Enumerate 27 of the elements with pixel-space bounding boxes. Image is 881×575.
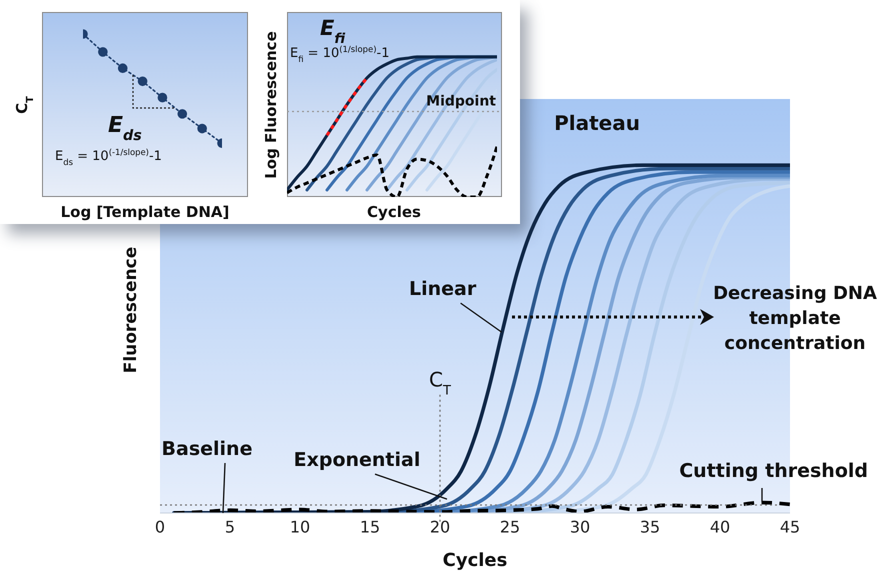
x-tick-label: 40 bbox=[710, 517, 730, 536]
x-tick-label: 10 bbox=[290, 517, 310, 536]
annotation: Baseline bbox=[162, 438, 252, 460]
x-tick-label: 30 bbox=[570, 517, 590, 536]
x-tick-label: 35 bbox=[640, 517, 660, 536]
x-tick-label: 25 bbox=[500, 517, 520, 536]
annotation: Exponential bbox=[294, 449, 420, 472]
x-tick-label: 15 bbox=[360, 517, 380, 536]
y-axis-title: Log Fluorescence bbox=[262, 31, 280, 179]
text: Plateau bbox=[554, 111, 640, 135]
y-axis-title: Fluorescence bbox=[121, 246, 141, 374]
annotation: E$_{fi}$ = 10$^{(1/slope)}$-1 bbox=[290, 44, 390, 64]
x-axis-title: Cycles bbox=[367, 203, 422, 221]
annotation: Decreasing DNA template concentration bbox=[712, 282, 878, 356]
ref-line-label: Cutting threshold bbox=[679, 460, 868, 482]
x-tick-label: 5 bbox=[224, 517, 236, 536]
text: E$_{fi}$ bbox=[320, 16, 346, 47]
x-tick-label: 20 bbox=[430, 517, 450, 536]
annotation: E$_{ds}$ bbox=[108, 113, 142, 144]
ref-line-label: Midpoint bbox=[426, 94, 496, 110]
annotation: E$_{ds}$ = 10$^{(-1/slope)}$-1 bbox=[55, 147, 162, 167]
x-tick-label: 45 bbox=[780, 517, 800, 536]
x-tick-label: 0 bbox=[154, 517, 166, 536]
x-axis-title: Cycles bbox=[442, 550, 508, 571]
x-axis-title: Log [Template DNA] bbox=[60, 203, 230, 221]
annotation: Linear bbox=[408, 278, 477, 300]
ref-line-label: C$_{T}$ bbox=[429, 368, 452, 398]
